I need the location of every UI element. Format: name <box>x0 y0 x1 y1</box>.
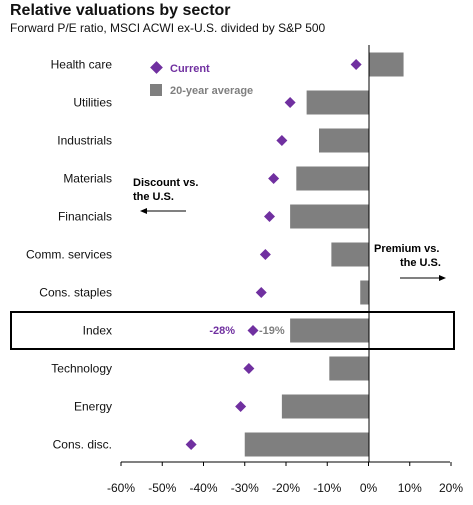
category-label: Materials <box>63 172 112 186</box>
index-highlight-box <box>10 311 455 350</box>
current-marker <box>243 363 255 374</box>
premium-label-line1: Premium vs. <box>374 243 439 255</box>
chart-subtitle: Forward P/E ratio, MSCI ACWI ex-U.S. div… <box>10 21 326 35</box>
current-marker <box>247 325 259 336</box>
premium-annotation: Premium vs. the U.S. <box>374 243 446 281</box>
current-marker <box>268 173 280 184</box>
bar-20-year-average <box>244 432 369 457</box>
bar-20-year-average <box>319 128 369 153</box>
category-label: Comm. services <box>26 248 112 262</box>
legend-current-swatch <box>150 61 163 74</box>
discount-label-line1: Discount vs. <box>133 177 198 189</box>
index-current-label: -28% <box>209 325 235 337</box>
category-label: Industrials <box>57 134 112 148</box>
premium-arrow-head <box>439 275 446 281</box>
x-tick-label: -10% <box>313 481 341 495</box>
current-marker <box>235 401 247 412</box>
current-marker <box>259 249 271 260</box>
category-label: Cons. staples <box>39 286 112 300</box>
category-label: Health care <box>51 58 113 72</box>
bar-20-year-average <box>329 356 369 381</box>
chart-title: Relative valuations by sector <box>10 2 231 19</box>
x-tick-label: 10% <box>398 481 422 495</box>
tick-labels-layer: -60% -50% -40% -30% -20% -10% 0% 10% 20% <box>107 462 463 495</box>
discount-label-line2: the U.S. <box>133 191 174 203</box>
premium-label-line2: the U.S. <box>400 257 441 269</box>
bar-20-year-average <box>306 90 369 115</box>
current-marker <box>185 439 197 450</box>
current-marker <box>284 97 296 108</box>
bar-20-year-average <box>360 280 369 305</box>
bar-20-year-average <box>290 318 369 343</box>
bar-20-year-average <box>281 394 369 419</box>
x-tick-label: 0% <box>360 481 378 495</box>
x-tick-label: -40% <box>189 481 217 495</box>
bar-20-year-average <box>296 166 369 191</box>
category-label: Financials <box>58 210 112 224</box>
x-tick-label: -20% <box>272 481 300 495</box>
current-marker <box>350 59 362 70</box>
diamonds-layer <box>185 59 362 450</box>
bar-20-year-average <box>331 242 369 267</box>
category-label: Cons. disc. <box>53 438 112 452</box>
category-label: Technology <box>51 362 112 376</box>
x-tick-label: -50% <box>148 481 176 495</box>
x-tick-label: -60% <box>107 481 135 495</box>
index-average-label: -19% <box>259 325 285 337</box>
category-label: Index <box>83 324 112 338</box>
bar-20-year-average <box>290 204 369 229</box>
discount-arrow-head <box>140 208 147 214</box>
x-tick-label: -30% <box>231 481 259 495</box>
current-marker <box>255 287 267 298</box>
current-marker <box>264 211 275 222</box>
category-label: Utilities <box>73 96 112 110</box>
current-marker <box>276 135 288 146</box>
legend-average-swatch <box>150 84 162 96</box>
discount-annotation: Discount vs. the U.S. <box>133 177 198 214</box>
legend-average-label: 20-year average <box>170 85 253 97</box>
bar-20-year-average <box>368 52 404 77</box>
bars-layer <box>244 52 404 457</box>
x-tick-label: 20% <box>439 481 463 495</box>
category-label: Energy <box>74 400 112 414</box>
category-labels-layer: Health care Utilities Industrials Materials… <box>26 58 112 452</box>
legend-current-label: Current <box>170 63 210 75</box>
legend: Current 20-year average <box>150 61 253 97</box>
